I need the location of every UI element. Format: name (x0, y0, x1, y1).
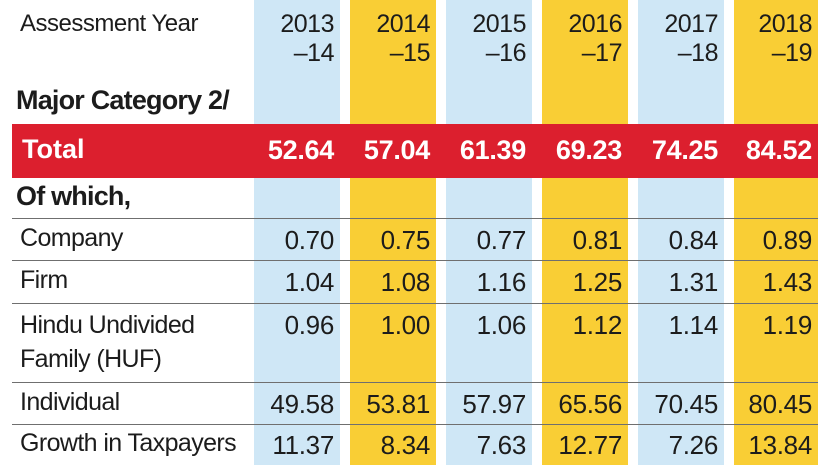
subheading: Of which, (16, 181, 131, 211)
table-cell: 70.45 (654, 389, 718, 419)
section-heading: Major Category 2/ (16, 85, 230, 115)
table-cell: 1.31 (668, 267, 719, 297)
table-cell: 1.06 (476, 310, 527, 340)
year-header: 2018 –19 (734, 10, 812, 68)
table-cell: 1.08 (380, 267, 431, 297)
table-cell: 0.70 (284, 225, 335, 255)
row-divider (12, 424, 818, 425)
year-header: 2013 –14 (254, 10, 334, 68)
column-band-2014-15 (350, 0, 436, 465)
table-cell: 0.81 (572, 225, 623, 255)
row-label-firm: Firm (20, 266, 68, 294)
year-header: 2014 –15 (350, 10, 430, 68)
year-header-end: –17 (581, 39, 623, 67)
row-divider (12, 382, 818, 383)
row-divider (12, 303, 818, 304)
row-divider (12, 260, 818, 261)
row-label-huf: Hindu Undivided Family (HUF) (20, 308, 195, 376)
year-header: 2017 –18 (638, 10, 718, 68)
year-header-start: 2015 (472, 10, 526, 38)
total-value: 57.04 (363, 135, 430, 165)
column-band-2017-18 (638, 0, 724, 465)
year-header-start: 2018 (758, 10, 812, 38)
total-row-bar (12, 124, 818, 178)
year-header-start: 2016 (568, 10, 622, 38)
table-cell: 1.12 (572, 310, 623, 340)
year-header-end: –15 (389, 39, 431, 67)
table-cell: 1.14 (668, 310, 719, 340)
total-value: 52.64 (267, 135, 334, 165)
year-header-start: 2013 (280, 10, 334, 38)
year-header-end: –18 (677, 39, 719, 67)
total-value: 84.52 (745, 135, 812, 165)
table-cell: 7.26 (668, 430, 719, 460)
total-value: 69.23 (555, 135, 622, 165)
table-cell: 7.63 (476, 430, 527, 460)
row-label-huf-line: Family (HUF) (20, 345, 162, 373)
column-band-2016-17 (542, 0, 628, 465)
table-cell: 1.19 (762, 310, 813, 340)
table-cell: 1.00 (380, 310, 431, 340)
table-cell: 65.56 (558, 389, 622, 419)
table-cell: 0.84 (668, 225, 719, 255)
table-cell: 0.96 (284, 310, 335, 340)
year-header-end: –19 (771, 39, 813, 67)
year-header-end: –14 (293, 39, 335, 67)
table-cell: 80.45 (748, 389, 812, 419)
assessment-year-header: Assessment Year (20, 10, 198, 37)
year-header-start: 2014 (376, 10, 430, 38)
row-label-company: Company (20, 224, 123, 252)
table-cell: 0.75 (380, 225, 431, 255)
column-band-2013-14 (254, 0, 340, 465)
year-header: 2015 –16 (446, 10, 526, 68)
table-cell: 0.77 (476, 225, 527, 255)
year-header-start: 2017 (664, 10, 718, 38)
table-cell: 1.43 (762, 267, 813, 297)
table-cell: 1.04 (284, 267, 335, 297)
table-cell: 57.97 (462, 389, 526, 419)
table-cell: 0.89 (762, 225, 813, 255)
year-header-end: –16 (485, 39, 527, 67)
total-value: 61.39 (459, 135, 526, 165)
column-band-2018-19 (734, 0, 818, 465)
table-cell: 12.77 (558, 430, 622, 460)
row-divider (12, 218, 818, 219)
table-cell: 8.34 (380, 430, 431, 460)
total-value: 74.25 (651, 135, 718, 165)
table-cell: 53.81 (366, 389, 430, 419)
row-label-huf-line: Hindu Undivided (20, 311, 195, 339)
table-cell: 1.16 (476, 267, 527, 297)
table-cell: 1.25 (572, 267, 623, 297)
table-cell: 49.58 (270, 389, 334, 419)
total-label: Total (22, 134, 85, 164)
table-cell: 11.37 (272, 430, 334, 460)
row-label-individual: Individual (20, 388, 120, 416)
row-label-growth: Growth in Taxpayers (20, 429, 237, 457)
year-header: 2016 –17 (542, 10, 622, 68)
table-cell: 13.84 (748, 430, 812, 460)
column-band-2015-16 (446, 0, 532, 465)
